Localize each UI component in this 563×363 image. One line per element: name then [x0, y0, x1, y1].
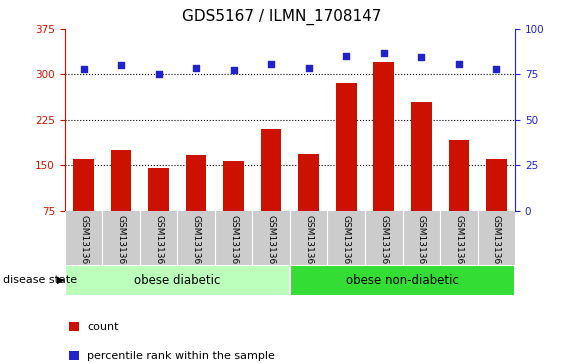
Point [454, 61, 463, 66]
Bar [290, 265, 515, 296]
Point [229, 67, 238, 73]
Point [492, 66, 501, 72]
Text: obese non-diabetic: obese non-diabetic [346, 274, 459, 287]
Point [379, 50, 388, 56]
Text: GDS5167 / ILMN_1708147: GDS5167 / ILMN_1708147 [182, 9, 381, 25]
Text: ▶: ▶ [56, 275, 64, 285]
Bar [373, 62, 394, 211]
Text: GSM1313612: GSM1313612 [342, 215, 351, 276]
Text: GSM1313616: GSM1313616 [229, 215, 238, 276]
Text: obese diabetic: obese diabetic [134, 274, 221, 287]
Point [304, 65, 313, 71]
Bar [298, 154, 319, 211]
Text: GSM1313611: GSM1313611 [191, 215, 200, 276]
Text: percentile rank within the sample: percentile rank within the sample [87, 351, 275, 361]
Point [117, 62, 126, 68]
Point [154, 72, 163, 77]
Bar [449, 140, 469, 211]
Text: GSM1313607: GSM1313607 [79, 215, 88, 276]
Text: GSM1313618: GSM1313618 [267, 215, 276, 276]
Text: GSM1313609: GSM1313609 [117, 215, 126, 276]
Point [342, 53, 351, 59]
Point [79, 66, 88, 72]
Bar [261, 129, 282, 211]
Text: GSM1313615: GSM1313615 [454, 215, 463, 276]
Text: count: count [87, 322, 119, 332]
Bar [186, 155, 207, 211]
Bar [148, 168, 169, 211]
Text: GSM1313614: GSM1313614 [417, 215, 426, 276]
Point [417, 54, 426, 60]
Text: GSM1313617: GSM1313617 [492, 215, 501, 276]
Bar [224, 161, 244, 211]
Bar [411, 102, 432, 211]
Bar [65, 265, 290, 296]
Point [267, 61, 276, 66]
Bar [486, 159, 507, 211]
Bar [336, 83, 356, 211]
Text: GSM1313608: GSM1313608 [304, 215, 313, 276]
Text: GSM1313610: GSM1313610 [154, 215, 163, 276]
Bar [73, 159, 94, 211]
Text: GSM1313613: GSM1313613 [379, 215, 388, 276]
Bar [111, 150, 131, 211]
Text: disease state: disease state [3, 275, 77, 285]
Point [191, 65, 200, 71]
